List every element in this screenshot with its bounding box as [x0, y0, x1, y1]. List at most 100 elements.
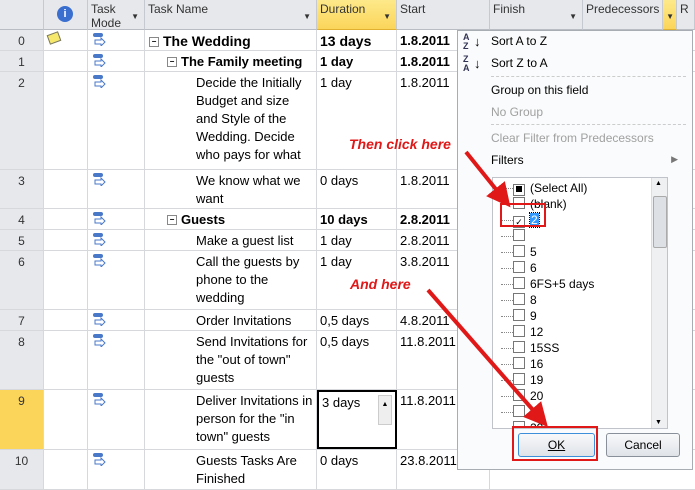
chevron-down-icon[interactable]: ▼ — [131, 12, 139, 21]
task-mode-cell[interactable] — [88, 209, 145, 229]
task-name-cell[interactable]: Order Invitations — [145, 310, 317, 330]
table-row[interactable]: 3 We know what we want 0 days 1.8.2011 — [0, 170, 695, 209]
duration-cell[interactable]: 0 days — [317, 170, 397, 208]
row-number[interactable]: 6 — [0, 251, 44, 309]
ok-button[interactable]: OK — [518, 433, 595, 457]
row-number[interactable]: 8 — [0, 331, 44, 389]
row-number[interactable]: 9 — [0, 390, 44, 449]
chevron-down-icon[interactable]: ▼ — [303, 12, 311, 21]
checkbox[interactable] — [513, 293, 525, 305]
task-mode-cell[interactable] — [88, 30, 145, 50]
checkbox[interactable] — [513, 229, 525, 241]
filter-option[interactable]: 15SS — [513, 340, 559, 356]
collapse-icon[interactable]: − — [167, 57, 177, 67]
predecessors-header[interactable]: Predecessors — [583, 0, 663, 30]
task-mode-cell[interactable] — [88, 170, 145, 208]
task-mode-cell[interactable] — [88, 310, 145, 330]
task-name-cell[interactable]: Make a guest list — [145, 230, 317, 250]
row-number[interactable]: 4 — [0, 209, 44, 229]
chevron-down-icon[interactable]: ▼ — [383, 12, 391, 21]
filter-option[interactable]: 19 — [513, 372, 543, 388]
table-row[interactable]: 1 − The Family meeting 1 day 1.8.2011 — [0, 51, 695, 72]
table-row[interactable]: 4 − Guests 10 days 2.8.2011 — [0, 209, 695, 230]
task-name-cell[interactable]: We know what we want — [145, 170, 317, 208]
scrollbar-thumb[interactable] — [653, 196, 667, 248]
task-name-cell[interactable]: − The Wedding — [145, 30, 317, 50]
duration-cell[interactable]: 13 days — [317, 30, 397, 50]
task-name-cell[interactable]: Send Invitations for the "out of town" g… — [145, 331, 317, 389]
duration-cell[interactable]: 1 day — [317, 230, 397, 250]
duration-cell[interactable]: 1 day — [317, 51, 397, 71]
task-mode-cell[interactable] — [88, 72, 145, 169]
table-row[interactable]: 0 − The Wedding 13 days 1.8.2011 — [0, 30, 695, 51]
row-number[interactable]: 0 — [0, 30, 44, 50]
select-all-corner[interactable] — [0, 0, 44, 30]
task-name-cell[interactable]: − The Family meeting — [145, 51, 317, 71]
checkbox[interactable] — [513, 309, 525, 321]
filter-option[interactable]: 9 — [513, 308, 537, 324]
duration-cell[interactable]: 3 days ▲ — [317, 390, 397, 449]
task-name-cell[interactable]: Call the guests by phone to the wedding — [145, 251, 317, 309]
chevron-down-icon[interactable]: ▼ — [569, 12, 577, 21]
collapse-icon[interactable]: − — [149, 37, 159, 47]
table-row[interactable]: 8 Send Invitations for the "out of town"… — [0, 331, 695, 390]
task-mode-cell[interactable] — [88, 390, 145, 449]
scroll-up-icon[interactable]: ▲ — [655, 180, 662, 187]
checkbox[interactable] — [513, 357, 525, 369]
filter-option[interactable]: 6 — [513, 260, 537, 276]
task-name-cell[interactable]: − Guests — [145, 209, 317, 229]
task-name-cell[interactable]: Deliver Invitations in person for the "i… — [145, 390, 317, 449]
table-row[interactable]: 2 Decide the Initially Budget and size a… — [0, 72, 695, 170]
duration-cell[interactable]: 0 days — [317, 450, 397, 489]
filters-submenu[interactable]: Filters — [491, 153, 524, 167]
row-number[interactable]: 7 — [0, 310, 44, 330]
filter-option[interactable] — [513, 228, 530, 244]
row-number[interactable]: 5 — [0, 230, 44, 250]
collapse-icon[interactable]: − — [167, 215, 177, 225]
filter-option[interactable]: 5 — [513, 244, 537, 260]
task-name-header[interactable]: Task Name ▼ — [145, 0, 317, 30]
task-mode-cell[interactable] — [88, 251, 145, 309]
duration-cell[interactable]: 0,5 days — [317, 310, 397, 330]
filter-option[interactable]: 6FS+5 days — [513, 276, 594, 292]
filter-option[interactable]: 8 — [513, 292, 537, 308]
task-mode-cell[interactable] — [88, 450, 145, 489]
table-row[interactable]: 9 Deliver Invitations in person for the … — [0, 390, 695, 450]
sort-z-to-a[interactable]: Sort Z to A — [491, 56, 548, 70]
predecessors-filter-button[interactable]: ▼ — [663, 0, 677, 30]
filter-option[interactable]: 16 — [513, 356, 543, 372]
filter-option[interactable]: (blank) — [513, 196, 567, 212]
checkbox[interactable] — [513, 277, 525, 289]
finish-header[interactable]: Finish ▼ — [490, 0, 583, 30]
task-name-cell[interactable]: Decide the Initially Budget and size and… — [145, 72, 317, 169]
duration-cell[interactable]: 0,5 days — [317, 331, 397, 389]
scrollbar[interactable]: ▲ ▼ — [651, 178, 667, 428]
filter-value-list[interactable]: ▲ ▼ (Select All) (blank) ✓ 2 5 6 6FS+5 days 8 9 1… — [492, 177, 668, 429]
group-on-field[interactable]: Group on this field — [491, 83, 589, 97]
duration-cell[interactable]: 10 days — [317, 209, 397, 229]
spinner[interactable]: ▲ — [378, 395, 392, 425]
checkbox[interactable] — [513, 341, 525, 353]
filter-option[interactable]: (Select All) — [513, 180, 587, 196]
checkbox[interactable] — [513, 184, 525, 196]
task-mode-cell[interactable] — [88, 51, 145, 71]
checkbox[interactable] — [513, 261, 525, 273]
duration-header[interactable]: Duration ▼ — [317, 0, 397, 30]
checkbox[interactable] — [513, 325, 525, 337]
indicators-header[interactable]: i — [44, 0, 88, 30]
filter-option[interactable]: 12 — [513, 324, 543, 340]
table-row[interactable]: 6 Call the guests by phone to the weddin… — [0, 251, 695, 310]
duration-cell[interactable]: 1 day — [317, 251, 397, 309]
row-number[interactable]: 1 — [0, 51, 44, 71]
scroll-down-icon[interactable]: ▼ — [655, 419, 662, 426]
checkbox[interactable] — [513, 373, 525, 385]
duration-cell[interactable]: 1 day — [317, 72, 397, 169]
row-number[interactable]: 3 — [0, 170, 44, 208]
row-number[interactable]: 2 — [0, 72, 44, 169]
task-mode-header[interactable]: Task Mode ▼ — [88, 0, 145, 30]
start-header[interactable]: Start — [397, 0, 490, 30]
sort-a-to-z[interactable]: Sort A to Z — [491, 34, 548, 48]
cancel-button[interactable]: Cancel — [606, 433, 680, 457]
checkbox[interactable] — [513, 245, 525, 257]
task-mode-cell[interactable] — [88, 230, 145, 250]
